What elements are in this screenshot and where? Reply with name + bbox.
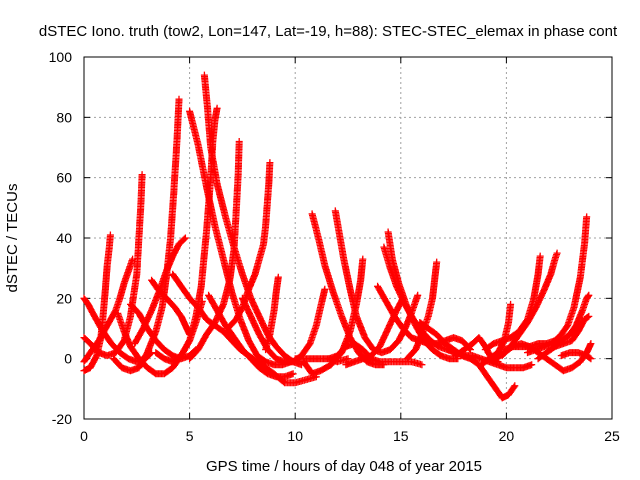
series-markers: [186, 107, 295, 369]
x-tick-label: 0: [80, 428, 88, 444]
series-markers: [500, 213, 591, 354]
y-tick-label: 60: [56, 170, 72, 186]
series-markers: [80, 255, 137, 366]
series-38: [557, 349, 595, 363]
series-15: [224, 159, 274, 332]
series-markers: [205, 291, 297, 381]
y-tick-label: 20: [56, 290, 72, 306]
x-axis-ticks: 0 5 10 15 20 25: [80, 57, 620, 444]
y-tick-label: 100: [49, 49, 73, 65]
chart-title: dSTEC Iono. truth (tow2, Lon=147, Lat=-1…: [39, 23, 618, 40]
series-markers: [477, 300, 515, 369]
x-tick-label: 25: [604, 428, 620, 444]
grid-lines: [84, 57, 612, 419]
series-markers: [262, 273, 282, 354]
series-26: [374, 282, 474, 354]
series-markers: [110, 95, 183, 375]
series-markers: [224, 159, 274, 332]
series-35: [500, 213, 591, 354]
y-tick-label: 80: [56, 109, 72, 125]
series-markers: [186, 138, 243, 363]
series-13: [205, 291, 297, 381]
x-tick-label: 20: [499, 428, 515, 444]
series-17: [262, 273, 282, 354]
x-tick-label: 10: [287, 428, 303, 444]
series-11: [186, 107, 295, 369]
x-tick-label: 5: [186, 428, 194, 444]
y-axis-label: dSTEC / TECUs: [4, 184, 21, 293]
series-8: [131, 234, 189, 348]
series-31: [477, 300, 515, 369]
series-36: [524, 291, 593, 357]
series-3: [80, 255, 137, 366]
series-markers: [403, 258, 441, 363]
y-tick-label: 40: [56, 230, 72, 246]
series-markers: [557, 349, 595, 363]
y-tick-label: -20: [52, 411, 72, 427]
y-tick-label: 0: [64, 351, 72, 367]
series-markers: [534, 312, 593, 363]
series-37: [534, 312, 593, 363]
series-markers: [374, 282, 474, 354]
series-markers: [524, 291, 593, 357]
series-5: [110, 95, 183, 375]
series-14: [186, 138, 243, 363]
series-markers: [80, 171, 146, 360]
series-markers: [131, 234, 189, 348]
x-tick-label: 15: [393, 428, 409, 444]
series-group: [80, 71, 595, 402]
x-axis-label: GPS time / hours of day 048 of year 2015: [206, 458, 482, 475]
series-27: [403, 258, 441, 363]
series-1: [80, 171, 146, 360]
